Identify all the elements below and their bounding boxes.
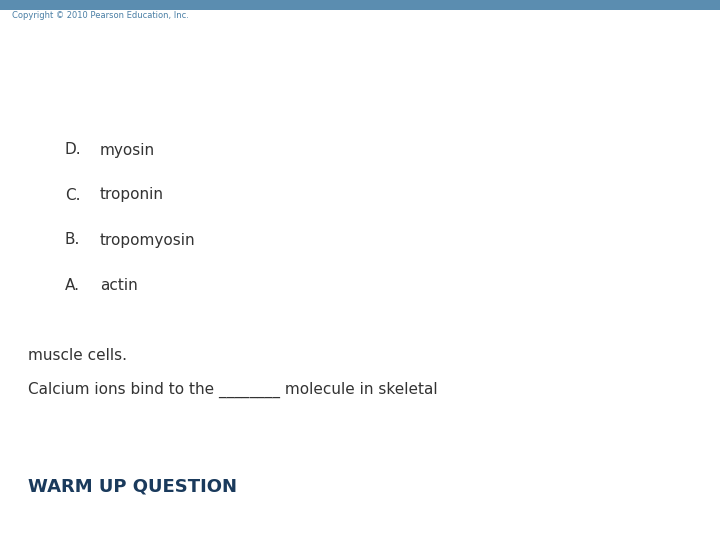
Text: B.: B. — [65, 233, 81, 247]
Text: WARM UP QUESTION: WARM UP QUESTION — [28, 478, 237, 496]
Text: Copyright © 2010 Pearson Education, Inc.: Copyright © 2010 Pearson Education, Inc. — [12, 11, 189, 21]
Text: myosin: myosin — [100, 143, 155, 158]
Text: A.: A. — [65, 278, 80, 293]
Text: tropomyosin: tropomyosin — [100, 233, 196, 247]
Text: muscle cells.: muscle cells. — [28, 348, 127, 362]
Text: D.: D. — [65, 143, 81, 158]
Text: Calcium ions bind to the ________ molecule in skeletal: Calcium ions bind to the ________ molecu… — [28, 382, 438, 398]
Text: troponin: troponin — [100, 187, 164, 202]
Text: actin: actin — [100, 278, 138, 293]
Bar — [0, 0, 720, 10]
Text: C.: C. — [65, 187, 81, 202]
